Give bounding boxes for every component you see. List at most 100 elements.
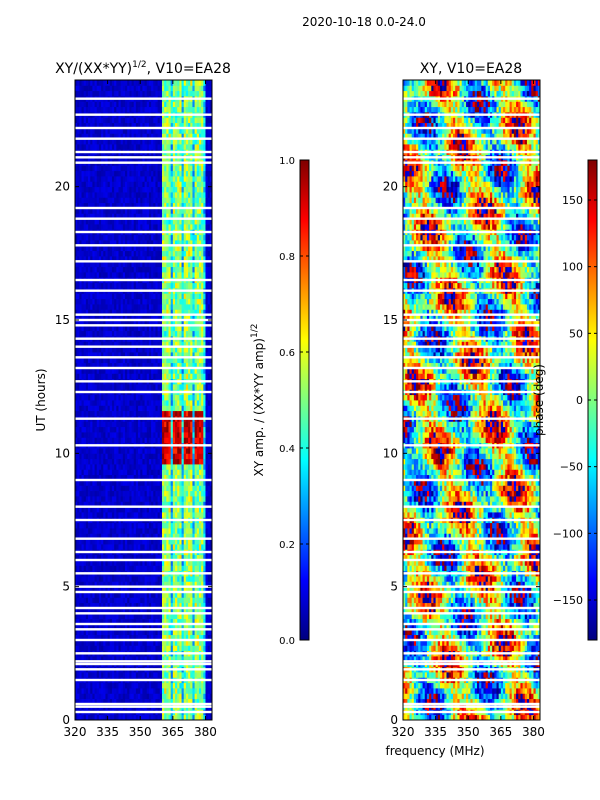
left-heatmap-cell — [140, 320, 143, 326]
left-heatmap-cell — [175, 485, 178, 492]
left-heatmap-cell — [122, 645, 126, 652]
left-heatmap-cell — [172, 362, 176, 369]
left-heatmap-cell — [101, 512, 104, 518]
left-heatmap-cell — [205, 325, 209, 332]
left-heatmap-cell — [166, 320, 169, 326]
left-heatmap-cell — [129, 480, 132, 486]
left-heatmap-cell — [107, 341, 111, 348]
left-heatmap-cell — [168, 586, 172, 593]
left-heatmap-cell — [205, 448, 209, 454]
left-heatmap-cell — [85, 656, 89, 662]
left-heatmap-cell — [94, 405, 98, 412]
left-heatmap-cell — [207, 597, 211, 604]
left-heatmap-cell — [75, 298, 78, 305]
left-heatmap-cell — [94, 474, 98, 481]
left-heatmap-cell — [107, 624, 111, 630]
left-heatmap-cell — [148, 330, 152, 337]
left-heatmap-cell — [133, 320, 137, 326]
left-heatmap-cell — [120, 437, 124, 444]
left-heatmap-cell — [194, 357, 198, 364]
left-heatmap-cell — [157, 464, 161, 470]
left-heatmap-cell — [94, 714, 98, 721]
left-heatmap-cell — [172, 613, 176, 620]
left-heatmap-cell — [138, 384, 141, 390]
left-heatmap-cell — [103, 565, 106, 572]
left-heatmap-cell — [75, 405, 78, 412]
left-heatmap-cell — [148, 405, 152, 412]
left-heatmap-cell — [88, 602, 91, 609]
left-heatmap-cell — [194, 368, 198, 374]
left-heatmap-cell — [196, 368, 200, 374]
left-heatmap-cell — [164, 496, 167, 502]
left-heatmap-cell — [125, 485, 128, 492]
left-heatmap-cell — [142, 672, 145, 678]
left-heatmap-cell — [138, 533, 141, 540]
left-heatmap-cell — [118, 410, 122, 417]
left-heatmap-cell — [133, 352, 137, 358]
left-heatmap-cell — [146, 608, 150, 614]
left-heatmap-cell — [118, 554, 122, 561]
left-heatmap-cell — [148, 698, 152, 705]
left-heatmap-cell — [185, 325, 189, 332]
left-heatmap-cell — [116, 586, 119, 593]
left-heatmap-cell — [148, 629, 152, 636]
left-heatmap-cell — [107, 682, 111, 689]
left-heatmap-cell — [183, 421, 187, 428]
left-heatmap-cell — [107, 474, 111, 481]
left-heatmap-cell — [79, 506, 82, 513]
left-heatmap-cell — [146, 688, 150, 694]
left-heatmap-cell — [90, 330, 93, 337]
left-heatmap-cell — [196, 362, 200, 369]
left-heatmap-cell — [116, 714, 119, 721]
left-heatmap-cell — [138, 480, 141, 486]
left-heatmap-cell — [114, 421, 117, 428]
left-heatmap-cell — [118, 560, 122, 566]
left-heatmap-cell — [172, 602, 176, 609]
left-heatmap-cell — [177, 314, 180, 321]
left-heatmap-cell — [118, 522, 122, 529]
left-heatmap-cell — [103, 309, 106, 316]
left-heatmap-cell — [92, 544, 95, 550]
left-heatmap-cell — [75, 490, 78, 497]
left-heatmap-cell — [183, 624, 187, 630]
left-heatmap-cell — [125, 528, 128, 534]
left-heatmap-cell — [114, 618, 117, 625]
left-heatmap-cell — [207, 656, 211, 662]
left-heatmap-cell — [170, 608, 174, 614]
left-heatmap-cell — [96, 352, 100, 358]
left-heatmap-cell — [135, 693, 139, 700]
left-heatmap-cell — [79, 469, 82, 476]
left-heatmap-cell — [140, 426, 143, 433]
left-heatmap-cell — [146, 533, 150, 540]
left-heatmap-cell — [142, 629, 145, 636]
left-heatmap-cell — [177, 394, 180, 401]
left-heatmap-cell — [94, 490, 98, 497]
left-heatmap-cell — [203, 554, 206, 561]
left-heatmap-cell — [155, 560, 159, 566]
left-heatmap-cell — [103, 560, 106, 566]
left-heatmap-cell — [127, 298, 130, 305]
left-heatmap-cell — [192, 624, 195, 630]
left-heatmap-cell — [177, 618, 180, 625]
left-heatmap-cell — [105, 368, 109, 374]
left-heatmap-cell — [170, 634, 174, 641]
left-heatmap-cell — [94, 458, 98, 465]
left-heatmap-cell — [179, 426, 182, 433]
left-heatmap-cell — [94, 618, 98, 625]
left-heatmap-cell — [172, 714, 176, 721]
left-heatmap-cell — [170, 496, 174, 502]
left-heatmap-cell — [175, 544, 178, 550]
left-heatmap-cell — [196, 464, 200, 470]
left-heatmap-cell — [172, 373, 176, 380]
left-heatmap-cell — [205, 538, 209, 545]
left-heatmap-cell — [85, 373, 89, 380]
left-heatmap-cell — [198, 533, 202, 540]
left-heatmap-cell — [120, 320, 124, 326]
left-heatmap-cell — [142, 597, 145, 604]
left-heatmap-cell — [161, 384, 165, 390]
left-heatmap-cell — [170, 538, 174, 545]
left-heatmap-cell — [177, 410, 180, 417]
left-heatmap-cell — [138, 394, 141, 401]
left-heatmap-cell — [133, 458, 137, 465]
left-heatmap-cell — [133, 602, 137, 609]
